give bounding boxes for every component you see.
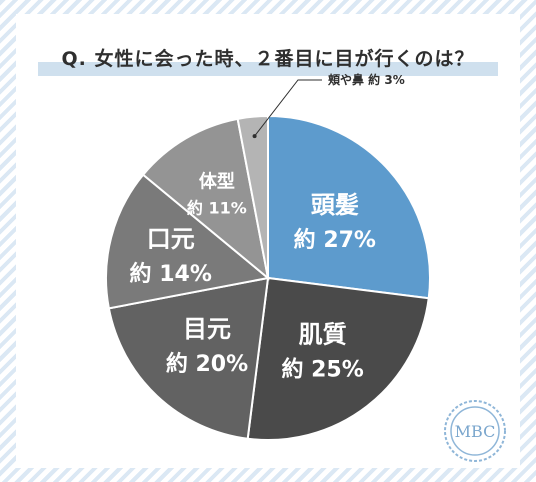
chart-title: Q. 女性に会った時、２番目に目が行くのは？ [61, 48, 475, 70]
pie-slice-3 [105, 173, 271, 310]
pie-slice-5 [236, 114, 269, 279]
leader-dot-5 [252, 134, 257, 139]
title-underline [38, 62, 498, 76]
slice-value-0: 約 27% [294, 227, 376, 253]
slice-label-5: 頬や鼻 約 3% [328, 72, 405, 87]
pie-slice-0 [267, 114, 431, 300]
slice-label-2: 目元 [183, 315, 231, 343]
slice-label-3: 口元 [147, 225, 195, 253]
pie-slice-2 [107, 276, 270, 440]
mbc-logo: MBC [444, 400, 506, 462]
slice-value-4: 約 11% [187, 199, 247, 218]
slice-label-4: 体型 [199, 171, 235, 193]
slice-label-0: 頭髪 [311, 191, 359, 219]
pie-slice-1 [246, 276, 430, 441]
title-block: Q. 女性に会った時、２番目に目が行くのは？ [38, 44, 498, 84]
slice-value-3: 約 14% [130, 261, 212, 287]
slice-value-1: 約 25% [281, 356, 363, 382]
leader-line-5 [254, 79, 322, 137]
slice-value-2: 約 20% [166, 351, 248, 377]
logo-text: MBC [455, 422, 496, 441]
pie-slice-4 [141, 117, 270, 281]
slice-label-1: 肌質 [299, 320, 347, 348]
